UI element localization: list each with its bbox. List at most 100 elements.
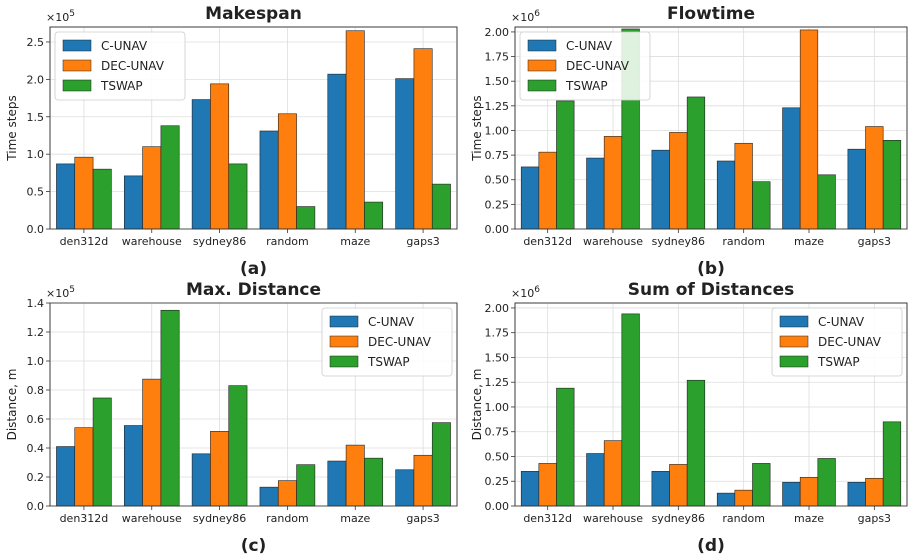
panel-label: (b) (697, 259, 725, 279)
bar-dec-unav-gaps3 (413, 48, 433, 230)
axis-multiplier: ×106 (511, 9, 540, 24)
x-tick-label: sydney86 (193, 512, 246, 525)
bar-tswap-random (296, 464, 316, 507)
panel-label: (d) (697, 536, 725, 556)
y-tick-label: 1.4 (27, 297, 45, 310)
bar-c-unav-warehouse (586, 453, 605, 507)
y-tick-label: 1.0 (27, 148, 45, 161)
x-tick-label: gaps3 (858, 512, 891, 525)
bar-dec-unav-sydney86 (669, 464, 688, 507)
bar-tswap-sydney86 (686, 96, 706, 230)
chart-title: Sum of Distances (628, 280, 794, 300)
x-tick-label: warehouse (583, 235, 643, 248)
y-axis-label: Distance, m (470, 369, 484, 441)
bar-c-unav-sydney86 (651, 471, 670, 507)
bar-tswap-sydney86 (228, 163, 248, 230)
bar-dec-unav-maze (799, 476, 819, 507)
bar-dec-unav-sydney86 (669, 132, 688, 230)
bar-tswap-maze (364, 201, 384, 230)
bar-tswap-sydney86 (228, 385, 248, 507)
axis-multiplier: ×105 (46, 285, 75, 300)
y-tick-label: 0.50 (485, 450, 510, 463)
chart-title: Flowtime (667, 4, 755, 24)
y-tick-label: 2.00 (485, 26, 510, 39)
y-tick-label: 1.50 (485, 75, 510, 88)
chart-panel-3: 0.0 0.2 0.4 0.6 0.8 1.0 1.2 1.4 den312d warehouse… (5, 280, 458, 556)
bar-tswap-sydney86 (686, 379, 706, 507)
bar-dec-unav-maze (345, 30, 365, 230)
bar-c-unav-maze (782, 481, 801, 507)
bar-tswap-random (752, 181, 771, 230)
bar-c-unav-warehouse (123, 175, 143, 230)
x-tick-label: random (266, 512, 309, 525)
legend-swatch-tswap (779, 355, 809, 368)
x-tick-label: random (722, 235, 765, 248)
x-tick-label: den312d (523, 235, 572, 248)
bar-dec-unav-den312d (74, 427, 94, 507)
bar-c-unav-sydney86 (191, 453, 211, 507)
bar-tswap-den312d (556, 100, 575, 230)
legend-swatch-c-unav (779, 315, 809, 328)
bar-dec-unav-gaps3 (413, 454, 433, 507)
axis-multiplier-exp: 6 (534, 285, 540, 295)
legend-label-dec-unav: DEC-UNAV (818, 335, 882, 349)
bar-dec-unav-gaps3 (865, 126, 884, 230)
plot-frame (514, 302, 908, 507)
axis-multiplier: ×106 (511, 285, 540, 300)
y-tick-label: 0.0 (27, 223, 45, 236)
y-axis-label: Time steps (470, 95, 484, 161)
bar-c-unav-random (259, 130, 279, 230)
bar-tswap-random (752, 463, 771, 507)
axis-multiplier-base: ×10 (46, 287, 69, 300)
y-tick-label: 1.5 (27, 111, 45, 124)
bar-tswap-maze (364, 457, 384, 507)
bar-c-unav-maze (327, 460, 347, 507)
bar-c-unav-random (716, 160, 736, 230)
bar-c-unav-gaps3 (395, 469, 415, 507)
legend-label-c-unav: C-UNAV (818, 315, 865, 329)
legend-swatch-dec-unav (62, 59, 92, 72)
y-tick-label: 1.25 (485, 376, 510, 389)
x-tick-label: maze (340, 235, 370, 248)
axis-multiplier-base: ×10 (46, 11, 69, 24)
y-tick-label: 0.2 (27, 471, 45, 484)
bar-dec-unav-random (734, 489, 753, 507)
y-tick-label: 1.25 (485, 100, 510, 113)
y-tick-label: 0.4 (27, 442, 45, 455)
y-tick-label: 0.5 (27, 186, 45, 199)
bar-tswap-warehouse (160, 125, 180, 230)
legend-swatch-c-unav (329, 315, 359, 328)
x-tick-label: den312d (60, 235, 109, 248)
axis-multiplier-exp: 6 (534, 9, 540, 19)
bar-c-unav-den312d (520, 166, 540, 230)
bar-dec-unav-maze (345, 444, 365, 507)
chart-title: Makespan (205, 4, 302, 24)
bar-tswap-den312d (556, 387, 575, 507)
bar-tswap-gaps3 (431, 422, 451, 507)
axis-multiplier-base: ×10 (511, 11, 534, 24)
bar-dec-unav-den312d (74, 156, 94, 230)
bar-tswap-warehouse (621, 313, 640, 507)
y-tick-label: 1.75 (485, 327, 510, 340)
x-tick-label: sydney86 (652, 235, 705, 248)
bar-c-unav-gaps3 (847, 148, 866, 230)
panel-label: (a) (240, 259, 267, 279)
legend-label-tswap: TSWAP (367, 355, 410, 369)
y-axis-label: Time steps (5, 95, 19, 161)
y-tick-label: 0.50 (485, 174, 510, 187)
x-tick-label: gaps3 (858, 235, 891, 248)
y-tick-label: 2.5 (27, 36, 45, 49)
legend-swatch-dec-unav (779, 335, 809, 348)
legend-swatch-tswap (62, 79, 92, 92)
x-tick-label: den312d (60, 512, 109, 525)
axis-multiplier: ×105 (46, 9, 75, 24)
x-tick-label: maze (794, 235, 824, 248)
panel-label: (c) (241, 536, 267, 556)
y-tick-label: 1.0 (27, 355, 45, 368)
bar-tswap-maze (817, 458, 836, 507)
bar-c-unav-maze (327, 73, 347, 230)
bar-tswap-den312d (92, 397, 112, 507)
x-tick-label: maze (794, 512, 824, 525)
bar-c-unav-sydney86 (191, 99, 211, 230)
